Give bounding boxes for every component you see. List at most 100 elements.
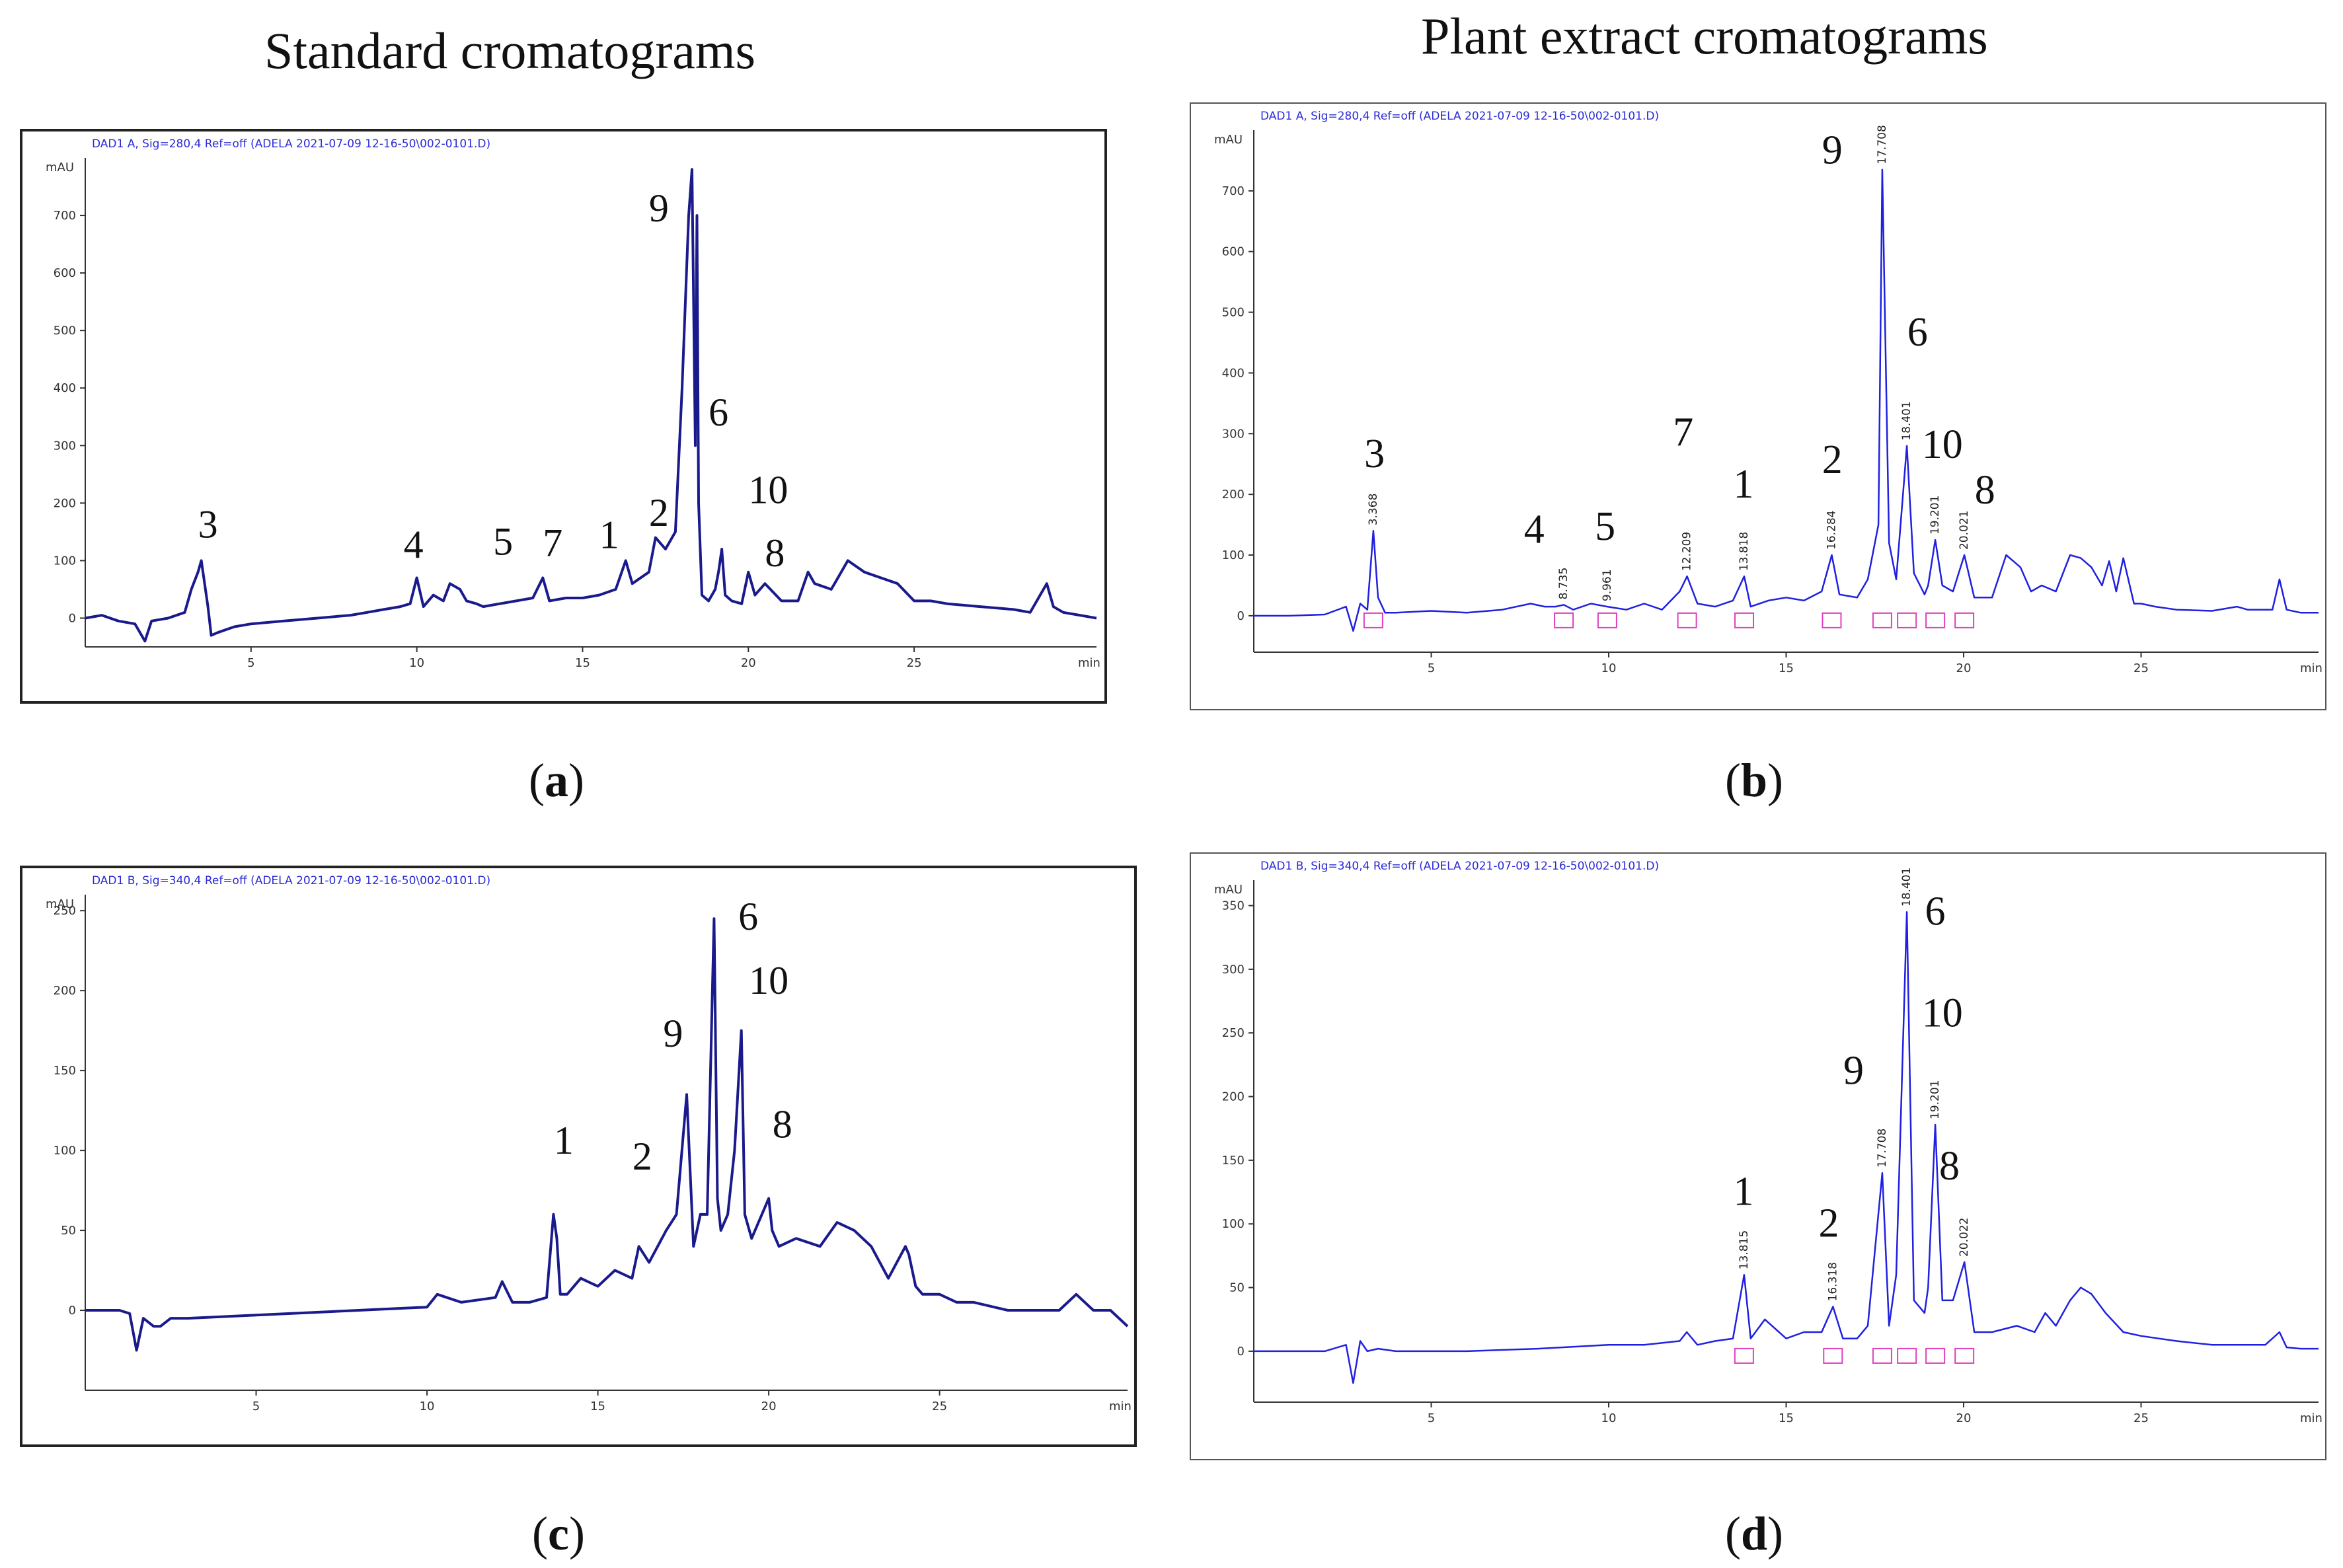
integration-marker	[1554, 612, 1574, 628]
x-tick-label: 10	[1601, 661, 1617, 675]
peak-number-label: 8	[1975, 468, 1995, 513]
retention-time-label: 3.368	[1367, 494, 1380, 526]
y-tick-label: 150	[1222, 1154, 1245, 1168]
x-axis-label: min	[2300, 1411, 2323, 1425]
chromatogram-trace	[85, 168, 1097, 643]
chart-d-svg: DAD1 B, Sig=340,4 Ref=off (ADELA 2021-07…	[1214, 860, 2323, 1425]
peak-number-label: 9	[663, 1012, 683, 1055]
x-tick-label: 5	[247, 656, 254, 670]
peak-number-label: 3	[198, 503, 218, 546]
peak-number-label: 2	[633, 1135, 652, 1178]
chart-panel-d: DAD1 B, Sig=340,4 Ref=off (ADELA 2021-07…	[1190, 852, 2326, 1460]
retention-time-label: 19.201	[1929, 1080, 1942, 1119]
caption-d-letter: d	[1740, 1507, 1768, 1560]
x-tick-label: 10	[409, 656, 424, 670]
retention-time-label: 13.818	[1738, 532, 1751, 571]
y-tick-label: 0	[1237, 609, 1245, 623]
y-tick-label: 100	[54, 1144, 76, 1158]
integration-marker	[1734, 1347, 1754, 1364]
peak-number-label: 7	[1673, 410, 1693, 455]
chart-panel-a: DAD1 A, Sig=280,4 Ref=off (ADELA 2021-07…	[20, 129, 1107, 704]
integration-marker	[1363, 612, 1383, 628]
chart-panel-b: DAD1 A, Sig=280,4 Ref=off (ADELA 2021-07…	[1190, 102, 2326, 710]
retention-time-label: 12.209	[1681, 532, 1694, 571]
y-tick-label: 700	[1222, 184, 1245, 198]
y-tick-label: 500	[54, 324, 76, 338]
chart-header: DAD1 A, Sig=280,4 Ref=off (ADELA 2021-07…	[1260, 110, 1659, 123]
y-tick-label: 0	[69, 1304, 76, 1318]
y-tick-label: 50	[1229, 1281, 1245, 1295]
y-tick-label: 50	[61, 1224, 76, 1238]
x-tick-label: 15	[1779, 1411, 1794, 1425]
x-tick-label: 5	[252, 1400, 260, 1413]
chart-header: DAD1 A, Sig=280,4 Ref=off (ADELA 2021-07…	[92, 137, 490, 151]
y-tick-label: 150	[54, 1064, 76, 1078]
integration-marker	[1954, 1347, 1975, 1364]
extract-column-title: Plant extract cromatograms	[1421, 7, 1988, 65]
retention-time-label: 16.284	[1825, 511, 1838, 550]
integration-marker	[1954, 612, 1975, 628]
retention-time-label: 20.021	[1958, 511, 1971, 550]
y-tick-label: 200	[1222, 1090, 1245, 1104]
chart-c-svg: DAD1 B, Sig=340,4 Ref=off (ADELA 2021-07…	[46, 874, 1132, 1413]
retention-time-label: 20.022	[1958, 1218, 1971, 1257]
integration-marker	[1872, 1347, 1892, 1364]
x-tick-label: 5	[1428, 661, 1435, 675]
x-axis-label: min	[2300, 661, 2323, 675]
x-tick-label: 25	[2133, 661, 2149, 675]
chart-header: DAD1 B, Sig=340,4 Ref=off (ADELA 2021-07…	[92, 874, 490, 887]
chromatogram-trace	[1254, 911, 2319, 1384]
x-tick-label: 20	[1956, 1411, 1972, 1425]
peak-number-label: 7	[543, 521, 562, 564]
chart-panel-c: DAD1 B, Sig=340,4 Ref=off (ADELA 2021-07…	[20, 866, 1137, 1447]
y-axis-label: mAU	[1214, 883, 1243, 897]
x-axis-label: min	[1078, 656, 1100, 670]
x-tick-label: 25	[907, 656, 922, 670]
y-tick-label: 100	[54, 554, 76, 568]
y-tick-label: 100	[1222, 1217, 1245, 1231]
y-tick-label: 700	[54, 209, 76, 223]
caption-b: (b)	[1725, 754, 1784, 807]
integration-marker	[1897, 612, 1917, 628]
x-tick-label: 20	[1956, 661, 1972, 675]
integration-marker	[1823, 1347, 1843, 1364]
integration-marker	[1925, 1347, 1946, 1364]
y-tick-label: 0	[69, 611, 76, 625]
peak-number-label: 6	[1925, 889, 1946, 934]
standard-column-title: Standard cromatograms	[264, 22, 755, 79]
chart-b-svg: DAD1 A, Sig=280,4 Ref=off (ADELA 2021-07…	[1214, 110, 2323, 675]
integration-marker	[1822, 612, 1842, 628]
peak-number-label: 9	[1843, 1048, 1864, 1093]
caption-c-letter: c	[547, 1507, 569, 1560]
x-tick-label: 10	[420, 1400, 435, 1413]
y-tick-label: 500	[1222, 306, 1245, 320]
x-tick-label: 20	[741, 656, 756, 670]
x-tick-label: 20	[761, 1400, 777, 1413]
retention-time-label: 19.201	[1929, 496, 1942, 535]
peak-number-label: 10	[1922, 991, 1963, 1036]
y-tick-label: 300	[1222, 427, 1245, 441]
y-tick-label: 600	[1222, 245, 1245, 259]
y-tick-label: 300	[1222, 963, 1245, 977]
peak-number-label: 2	[649, 491, 669, 535]
retention-time-label: 18.401	[1900, 868, 1913, 907]
y-tick-label: 200	[1222, 488, 1245, 502]
peak-number-label: 5	[493, 520, 513, 564]
retention-time-label: 16.318	[1826, 1262, 1839, 1301]
y-tick-label: 100	[1222, 548, 1245, 562]
integration-marker	[1897, 1347, 1917, 1364]
x-tick-label: 25	[2133, 1411, 2149, 1425]
x-tick-label: 15	[575, 656, 590, 670]
y-tick-label: 200	[54, 496, 76, 510]
x-tick-label: 25	[932, 1400, 947, 1413]
y-tick-label: 400	[1222, 366, 1245, 380]
retention-time-label: 18.401	[1900, 401, 1913, 440]
y-tick-label: 250	[1222, 1026, 1245, 1040]
y-tick-label: 0	[1237, 1345, 1245, 1359]
y-tick-label: 600	[54, 266, 76, 280]
y-tick-label: 350	[1222, 899, 1245, 913]
peak-number-label: 8	[773, 1103, 792, 1146]
caption-a: (a)	[529, 754, 584, 807]
caption-a-letter: a	[544, 754, 568, 807]
peak-number-label: 8	[765, 531, 785, 575]
